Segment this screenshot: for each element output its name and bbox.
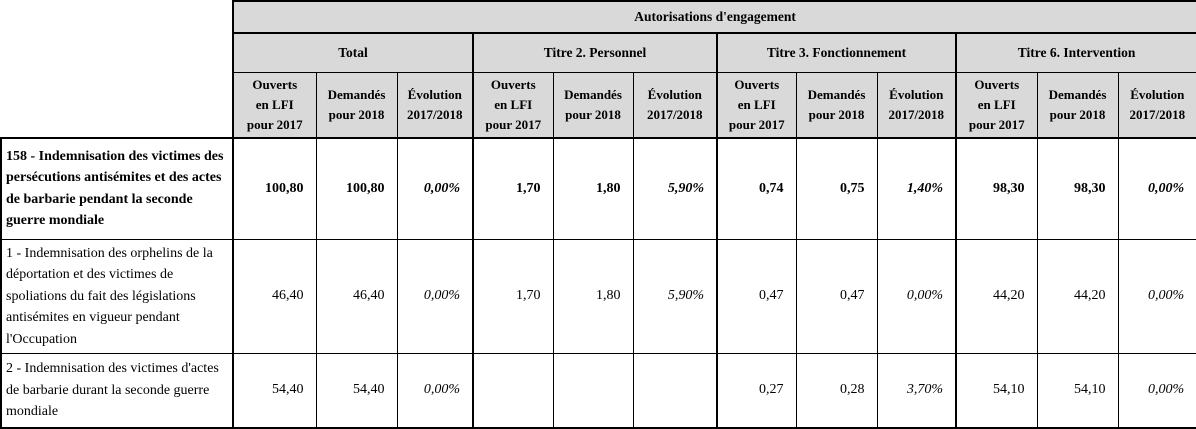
subheader-ouverts-lfi-2017: Ouverts en LFI pour 2017 [232, 71, 317, 139]
subheader-ouverts-lfi-2017: Ouverts en LFI pour 2017 [716, 71, 797, 139]
value-cell: 0,00% [876, 238, 957, 354]
value-cell: 0,00% [1117, 238, 1196, 354]
subheader-evolution: Évolution 2017/2018 [632, 71, 718, 139]
value-cell: 44,20 [955, 238, 1038, 354]
value-cell: 100,80 [315, 137, 398, 240]
value-cell [472, 353, 554, 429]
subheader-demandes-2018: Demandés pour 2018 [1036, 71, 1119, 139]
subheader-row: Ouverts en LFI pour 2017 Demandés pour 2… [1, 71, 1196, 139]
value-cell: 98,30 [955, 137, 1038, 240]
value-cell [552, 353, 634, 429]
title-row: Autorisations d'engagement [1, 0, 1196, 34]
subheader-demandes-2018: Demandés pour 2018 [315, 71, 398, 139]
value-cell: 54,10 [1036, 353, 1119, 429]
subheader-evolution: Évolution 2017/2018 [876, 71, 957, 139]
row-label: 158 - Indemnisation des victimes des per… [0, 137, 234, 240]
spacer-cell [1, 72, 233, 138]
value-cell: 1,70 [472, 137, 554, 240]
value-cell: 0,47 [795, 238, 878, 354]
value-cell: 98,30 [1036, 137, 1119, 240]
value-cell: 0,00% [1117, 353, 1196, 429]
value-cell: 100,80 [232, 137, 317, 240]
subheader-ouverts-lfi-2017: Ouverts en LFI pour 2017 [955, 71, 1038, 139]
group-header-row: Total Titre 2. Personnel Titre 3. Foncti… [1, 32, 1196, 73]
value-cell: 54,40 [232, 353, 317, 429]
spacer-cell [1, 1, 233, 33]
value-cell [632, 353, 718, 429]
table-row-program-158: 158 - Indemnisation des victimes des per… [0, 137, 1196, 240]
value-cell: 46,40 [315, 238, 398, 354]
subheader-evolution: Évolution 2017/2018 [396, 71, 474, 139]
subheader-ouverts-lfi-2017: Ouverts en LFI pour 2017 [472, 71, 554, 139]
table-row-action-1: 1 - Indemnisation des orphelins de la dé… [0, 238, 1196, 354]
value-cell: 0,00% [396, 353, 474, 429]
spacer-cell [1, 33, 233, 72]
value-cell: 54,40 [315, 353, 398, 429]
group-header-titre2-personnel: Titre 2. Personnel [472, 32, 718, 73]
group-header-total: Total [232, 32, 474, 73]
value-cell: 0,75 [795, 137, 878, 240]
value-cell: 0,00% [396, 137, 474, 240]
subheader-evolution: Évolution 2017/2018 [1117, 71, 1196, 139]
value-cell: 54,10 [955, 353, 1038, 429]
value-cell: 0,27 [716, 353, 797, 429]
value-cell: 0,00% [396, 238, 474, 354]
value-cell: 1,70 [472, 238, 554, 354]
subheader-demandes-2018: Demandés pour 2018 [552, 71, 634, 139]
value-cell: 0,00% [1117, 137, 1196, 240]
value-cell: 0,28 [795, 353, 878, 429]
value-cell: 3,70% [876, 353, 957, 429]
value-cell: 1,80 [552, 137, 634, 240]
value-cell: 5,90% [632, 137, 718, 240]
value-cell: 5,90% [632, 238, 718, 354]
group-header-titre6-intervention: Titre 6. Intervention [954, 32, 1196, 73]
value-cell: 46,40 [232, 238, 317, 354]
row-label: 1 - Indemnisation des orphelins de la dé… [0, 238, 234, 354]
value-cell: 44,20 [1036, 238, 1119, 354]
table-row-action-2: 2 - Indemnisation des victimes d'actes d… [0, 353, 1196, 429]
subheader-demandes-2018: Demandés pour 2018 [795, 71, 878, 139]
row-label: 2 - Indemnisation des victimes d'actes d… [0, 353, 234, 429]
value-cell: 1,40% [876, 137, 957, 240]
value-cell: 1,80 [552, 238, 634, 354]
group-header-titre3-fonctionnement: Titre 3. Fonctionnement [716, 32, 957, 73]
value-cell: 0,47 [716, 238, 797, 354]
table-title: Autorisations d'engagement [231, 0, 1196, 34]
value-cell: 0,74 [716, 137, 797, 240]
